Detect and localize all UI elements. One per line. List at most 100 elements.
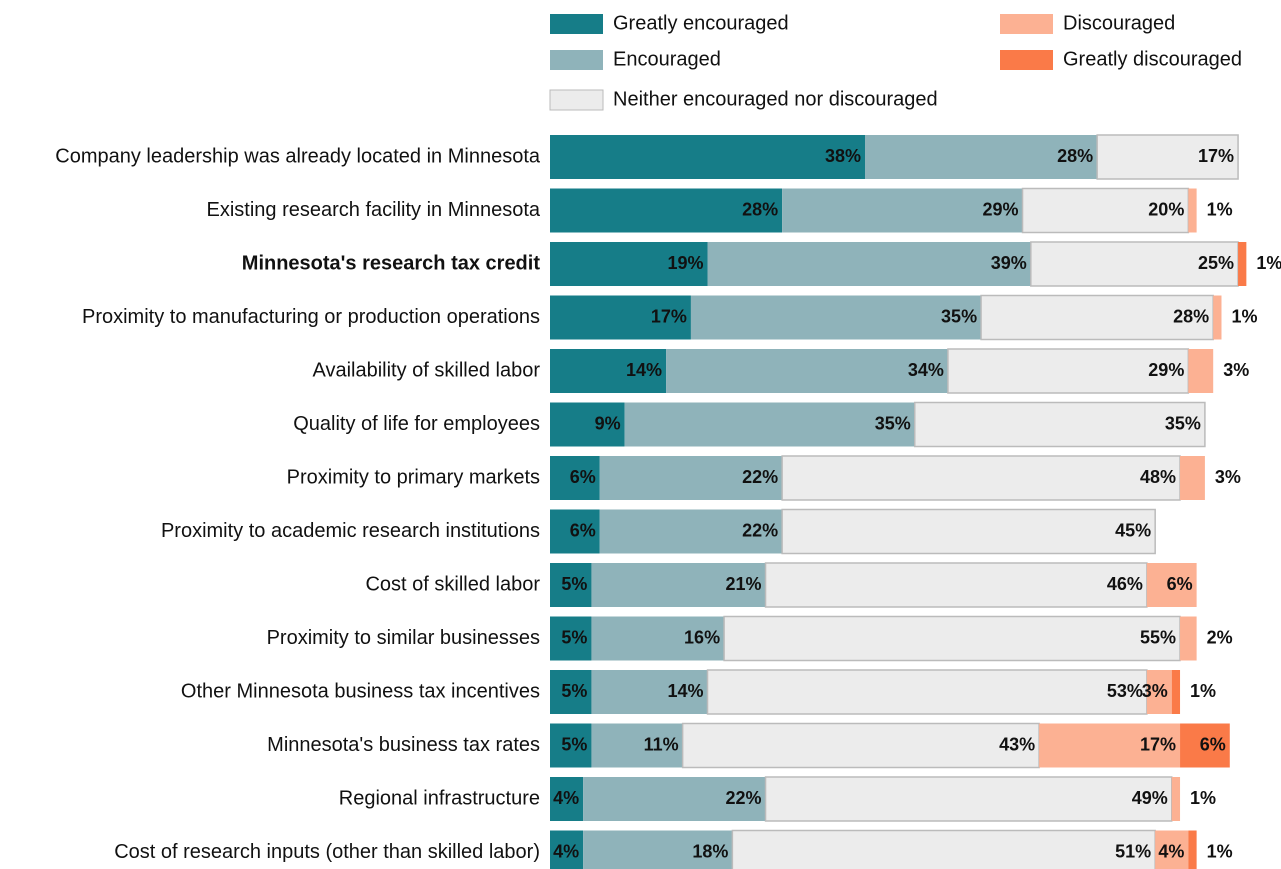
bar-segment: [681, 722, 1040, 769]
value-label: 5%: [561, 681, 587, 701]
bar-segment: [1180, 723, 1230, 768]
bar-segment: [980, 294, 1214, 341]
value-label: 38%: [825, 146, 861, 166]
category-label: Cost of research inputs (other than skil…: [114, 841, 540, 863]
value-label: 22%: [726, 788, 762, 808]
value-label: 45%: [1115, 520, 1151, 540]
value-label: 17%: [651, 306, 687, 326]
value-label: 6%: [1200, 734, 1226, 754]
value-label: 14%: [626, 360, 662, 380]
bar-segment: [1213, 295, 1222, 340]
bar-segment: [583, 777, 766, 821]
bar-segment: [550, 563, 592, 607]
bar-segment: [550, 295, 691, 340]
bar-segment: [1188, 349, 1214, 393]
category-label: Regional infrastructure: [339, 787, 540, 809]
bar-segment: [1238, 242, 1247, 286]
value-label: 2%: [1207, 627, 1233, 647]
value-label: 22%: [742, 520, 778, 540]
category-label: Other Minnesota business tax incentives: [181, 680, 540, 702]
bar-segment: [591, 563, 766, 607]
bar-segment: [731, 829, 1156, 869]
legend-swatch: [1000, 50, 1053, 70]
value-label: 55%: [1140, 627, 1176, 647]
value-label: 22%: [742, 467, 778, 487]
value-label: 46%: [1107, 574, 1143, 594]
value-label: 4%: [553, 841, 579, 861]
value-label: 43%: [999, 734, 1035, 754]
bar-segment: [550, 135, 866, 179]
value-label: 34%: [908, 360, 944, 380]
bar-segment: [550, 456, 600, 500]
value-label: 53%: [1107, 681, 1143, 701]
bar-segment: [599, 509, 783, 554]
bar-segment: [666, 349, 948, 393]
value-label: 4%: [553, 788, 579, 808]
bar-segment: [1146, 670, 1172, 714]
bar-segment: [1171, 670, 1181, 714]
value-label: 29%: [982, 199, 1018, 219]
value-label: 28%: [1057, 146, 1093, 166]
bar-segment: [550, 188, 783, 233]
bar-segment: [865, 135, 1098, 179]
value-label: 1%: [1256, 253, 1281, 273]
bar-segment: [550, 777, 584, 821]
category-label: Minnesota's business tax rates: [267, 734, 540, 756]
value-label: 25%: [1198, 253, 1234, 273]
value-label: 21%: [726, 574, 762, 594]
value-label: 6%: [570, 467, 596, 487]
value-label: 20%: [1148, 199, 1184, 219]
bar-segment: [1096, 134, 1239, 180]
bar-segment: [781, 455, 1181, 501]
bar-segment: [764, 562, 1148, 608]
bar-segment: [707, 242, 1031, 286]
bar-segment: [550, 616, 592, 661]
category-label: Proximity to academic research instituti…: [161, 520, 540, 542]
bar-segment: [624, 402, 915, 447]
bar-segment: [550, 402, 625, 447]
bar-segment: [550, 509, 600, 554]
value-label: 28%: [742, 199, 778, 219]
value-label: 49%: [1132, 788, 1168, 808]
bar-segment: [781, 508, 1156, 555]
bar-segment: [550, 242, 708, 286]
value-label: 29%: [1148, 360, 1184, 380]
value-label: 3%: [1142, 681, 1168, 701]
category-label: Minnesota's research tax credit: [242, 252, 541, 274]
bar-segment: [1039, 723, 1181, 768]
category-label: Proximity to primary markets: [287, 466, 540, 488]
bar-segment: [1188, 830, 1197, 869]
category-label: Cost of skilled labor: [365, 573, 540, 595]
value-label: 35%: [875, 413, 911, 433]
value-label: 19%: [667, 253, 703, 273]
bar-segment: [591, 723, 683, 768]
category-label: Existing research facility in Minnesota: [207, 199, 541, 221]
bar-segment: [591, 670, 708, 714]
bar-segment: [599, 456, 783, 500]
legend-label: Neither encouraged nor discouraged: [613, 88, 938, 110]
value-label: 18%: [692, 841, 728, 861]
bar-segment: [550, 830, 584, 869]
category-label: Proximity to manufacturing or production…: [82, 306, 540, 328]
bar-segment: [914, 401, 1206, 448]
value-label: 51%: [1115, 841, 1151, 861]
bar-segment: [1146, 563, 1197, 607]
value-label: 48%: [1140, 467, 1176, 487]
legend-swatch: [550, 50, 603, 70]
legend-label: Encouraged: [613, 48, 721, 70]
value-label: 1%: [1190, 681, 1216, 701]
bar-segment: [1180, 456, 1205, 500]
value-label: 35%: [941, 306, 977, 326]
value-label: 5%: [561, 627, 587, 647]
legend-swatch: [550, 14, 603, 34]
bar-segment: [1180, 616, 1197, 661]
value-label: 9%: [595, 413, 621, 433]
value-label: 35%: [1165, 413, 1201, 433]
bar-segment: [550, 670, 592, 714]
legend-label: Discouraged: [1063, 12, 1175, 34]
category-label: Availability of skilled labor: [312, 359, 540, 381]
bar-segment: [1021, 187, 1190, 234]
bar-segment: [690, 295, 982, 340]
bar-segment: [591, 616, 725, 661]
